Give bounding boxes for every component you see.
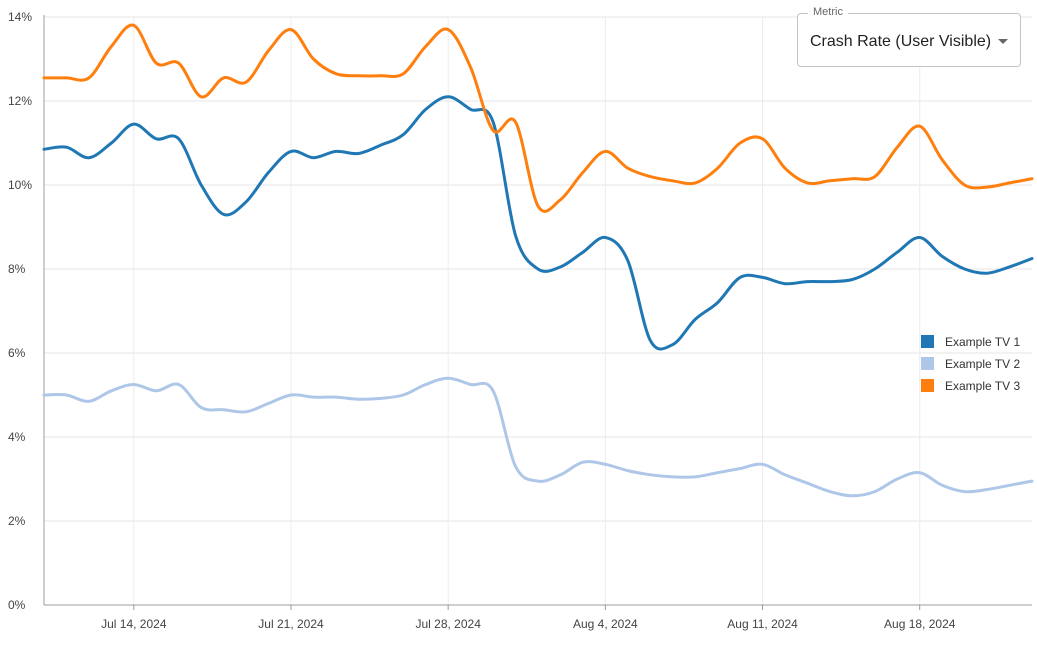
y-tick-label: 14% (8, 10, 32, 24)
y-tick-label: 6% (8, 346, 26, 360)
y-axis-ticks: 0% 2% 4% 6% 8% 10% 12% 14% (8, 10, 32, 612)
legend-label: Example TV 2 (945, 357, 1020, 371)
series-lines (42, 23, 1034, 498)
y-tick-label: 8% (8, 262, 26, 276)
x-tick-label: Aug 11, 2024 (727, 617, 798, 631)
x-tick-label: Jul 28, 2024 (415, 617, 481, 631)
x-tick-label: Aug 18, 2024 (884, 617, 956, 631)
legend: Example TV 1 Example TV 2 Example TV 3 (921, 335, 1020, 393)
chevron-down-icon (998, 39, 1008, 44)
x-tick-label: Jul 14, 2024 (101, 617, 167, 631)
series-line-example-tv-2[interactable] (42, 376, 1034, 498)
legend-label: Example TV 3 (945, 379, 1020, 393)
x-tick-label: Jul 21, 2024 (258, 617, 324, 631)
legend-swatch (921, 357, 934, 370)
series-line-example-tv-1[interactable] (42, 95, 1034, 351)
y-tick-label: 12% (8, 94, 32, 108)
y-tick-label: 0% (8, 598, 26, 612)
metric-select-label: Metric (808, 6, 848, 18)
legend-label: Example TV 1 (945, 335, 1020, 349)
series-line-example-tv-3[interactable] (42, 23, 1034, 213)
y-tick-label: 2% (8, 514, 26, 528)
y-tick-label: 4% (8, 430, 26, 444)
y-tick-label: 10% (8, 178, 32, 192)
metric-select-value: Crash Rate (User Visible) (810, 33, 992, 50)
legend-swatch (921, 379, 934, 392)
metric-select[interactable]: Metric Crash Rate (User Visible) (797, 6, 1021, 67)
x-tick-label: Aug 4, 2024 (573, 617, 638, 631)
axes (43, 15, 1032, 606)
grid-lines (44, 16, 1032, 605)
x-axis-ticks: Jul 14, 2024 Jul 21, 2024 Jul 28, 2024 Aug … (101, 605, 956, 631)
legend-swatch (921, 335, 934, 348)
